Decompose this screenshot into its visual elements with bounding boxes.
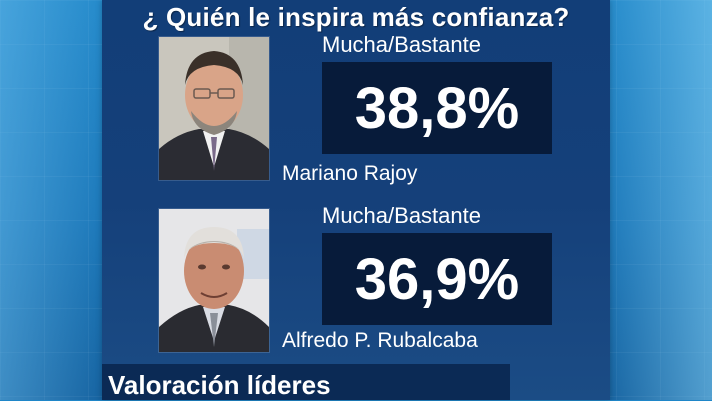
leader-1-value-box: 38,8%	[322, 62, 552, 154]
leader-1-name: Mariano Rajoy	[282, 162, 418, 185]
leader-1-category: Mucha/Bastante	[322, 32, 481, 57]
leader-1-value: 38,8%	[354, 75, 520, 141]
leader-2-category: Mucha/Bastante	[322, 203, 481, 228]
leader-2-value: 36,9%	[354, 246, 520, 312]
leader-2-value-box: 36,9%	[322, 233, 552, 325]
leader-2-name: Alfredo P. Rubalcaba	[282, 329, 478, 352]
poll-title: ¿ Quién le inspira más confianza?	[142, 2, 570, 32]
background-glow-right	[592, 0, 712, 400]
portrait-alfredo-rubalcaba	[158, 208, 270, 353]
portrait-mariano-rajoy	[158, 36, 270, 181]
footer-title: Valoración líderes	[108, 370, 331, 400]
footer-bar	[102, 364, 510, 400]
